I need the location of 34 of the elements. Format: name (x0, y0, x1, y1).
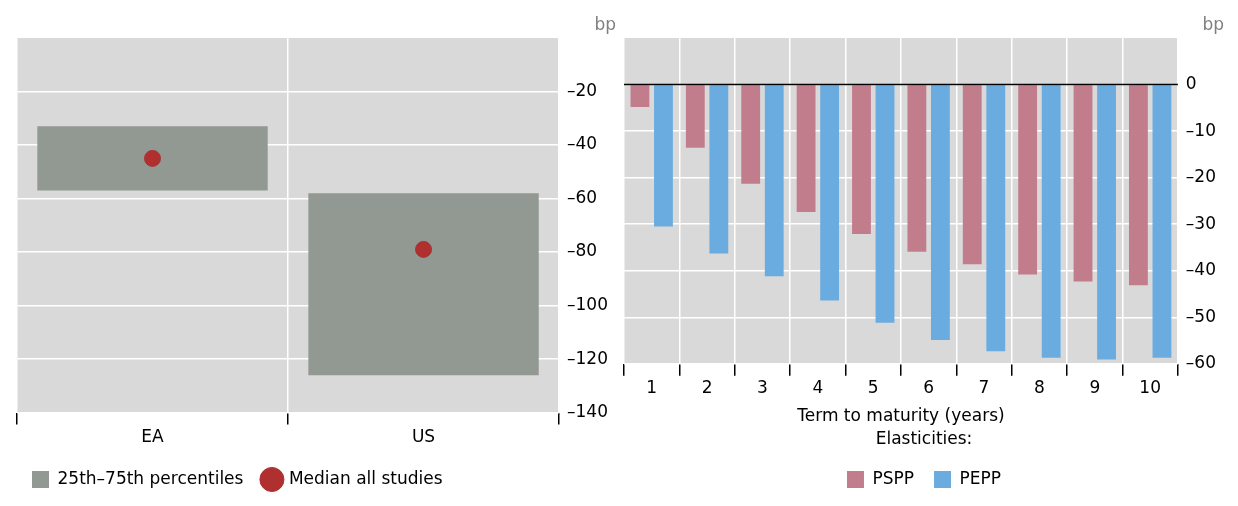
x-tick-label: 6 (923, 377, 935, 398)
x-tick-label: US (411, 426, 436, 447)
legend-label: PEPP (959, 467, 1002, 488)
y-tick-label: –40 (567, 133, 598, 154)
legend-label: Median all studies (288, 467, 443, 488)
y-tick-label: –60 (567, 186, 598, 207)
y-tick-label: –20 (567, 79, 598, 100)
y-tick-label: –120 (567, 347, 609, 368)
y-tick-label: –80 (567, 240, 598, 261)
x-tick-label: 4 (812, 377, 824, 398)
x-tick-label: 8 (1033, 377, 1045, 398)
legend-title: Elasticities: (875, 427, 973, 448)
y-tick-label: –20 (1185, 166, 1217, 187)
x-tick-label: 3 (757, 377, 768, 398)
y-tick-label: –60 (1185, 352, 1217, 373)
y-axis-title: bp (1202, 13, 1224, 34)
y-tick-label: 0 (1185, 72, 1197, 93)
x-tick-label: 1 (646, 377, 658, 398)
y-tick-label: –40 (1185, 259, 1217, 280)
x-axis-title: Term to maturity (years) (796, 404, 1005, 425)
y-axis-title: bp (594, 13, 616, 34)
legend-label: PSPP (872, 467, 915, 488)
y-tick-label: –10 (1185, 119, 1217, 140)
y-tick-label: –50 (1185, 305, 1217, 326)
x-tick-label: 9 (1089, 377, 1101, 398)
x-tick-label: 2 (701, 377, 713, 398)
x-tick-label: 5 (867, 377, 879, 398)
legend-label: 25th–75th percentiles (57, 467, 244, 488)
y-tick-label: –100 (567, 293, 609, 314)
y-tick-label: –30 (1185, 212, 1217, 233)
x-tick-label: 7 (978, 377, 990, 398)
x-tick-label: 10 (1139, 377, 1161, 398)
x-tick-label: EA (141, 426, 165, 447)
y-tick-label: –140 (567, 401, 609, 422)
